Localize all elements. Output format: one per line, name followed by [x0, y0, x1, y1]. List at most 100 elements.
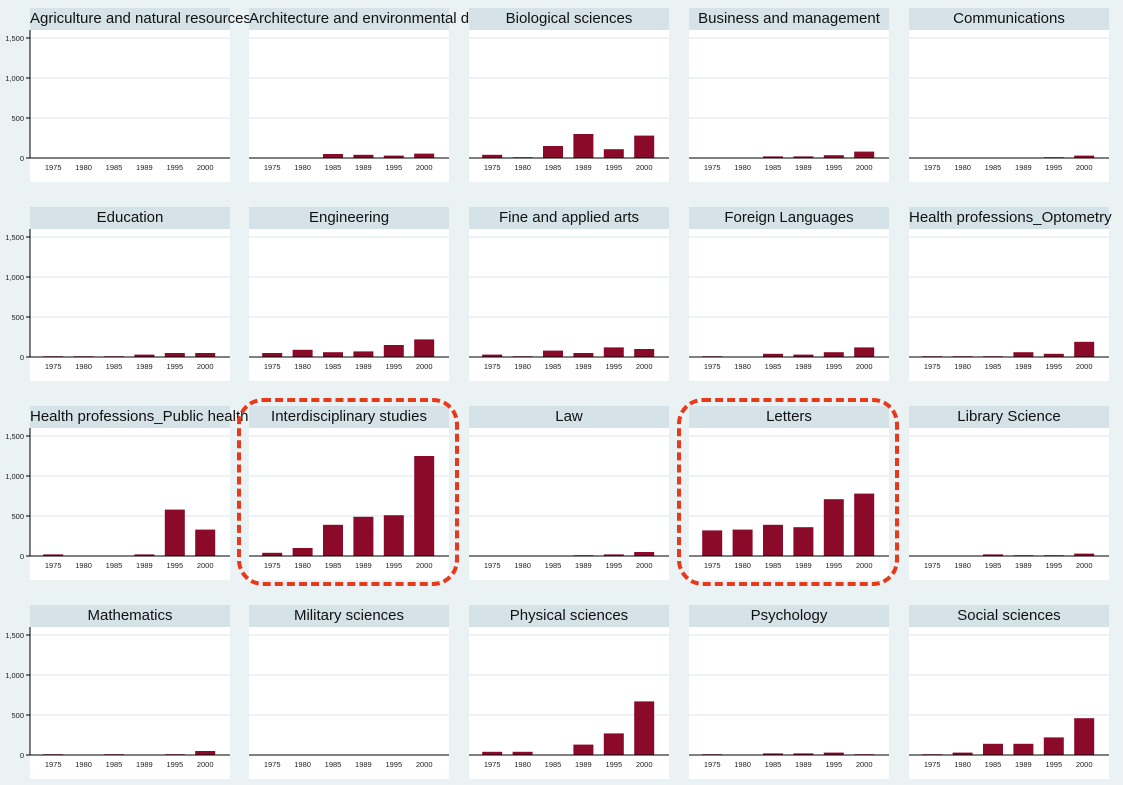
x-tick-label: 1989	[575, 760, 592, 769]
bar	[793, 156, 814, 158]
x-tick-label: 1989	[355, 561, 372, 570]
x-tick-label: 1989	[1015, 561, 1032, 570]
bar	[763, 353, 783, 357]
y-tick-label: 1,500	[5, 432, 24, 441]
chart-panel: Engineering 1975 1980 1985 1989 1995 2000	[249, 207, 449, 381]
panel-title: Fine and applied arts	[469, 207, 669, 229]
x-tick-label: 2000	[1076, 362, 1093, 371]
bar	[823, 352, 844, 357]
panel-plot: 1975 1980 1985 1989 1995 2000	[689, 236, 889, 371]
x-tick-label: 1995	[605, 760, 622, 769]
x-tick-label: 1995	[825, 163, 842, 172]
x-tick-label: 2000	[197, 163, 214, 172]
x-tick-label: 1985	[765, 760, 782, 769]
x-tick-label: 1975	[704, 163, 721, 172]
bar	[763, 753, 783, 755]
bar	[732, 529, 753, 556]
x-tick-label: 1975	[45, 561, 62, 570]
bar	[482, 154, 503, 158]
x-tick-label: 1975	[264, 561, 281, 570]
bar	[603, 554, 624, 556]
bar	[134, 354, 155, 357]
panel-plot: 1975 1980 1985 1989 1995 2000 0 500 1,000 1,500	[5, 30, 230, 172]
x-tick-label: 1985	[545, 760, 562, 769]
x-tick-label: 2000	[636, 163, 653, 172]
panel-plot: 1975 1980 1985 1989 1995 2000 0 500 1,000 1,500	[5, 428, 230, 570]
panel-title: Engineering	[249, 207, 449, 229]
bar	[1043, 353, 1064, 357]
bar	[952, 752, 973, 755]
x-tick-label: 1985	[765, 362, 782, 371]
bar	[323, 524, 343, 556]
x-tick-label: 1980	[514, 760, 531, 769]
x-tick-label: 1985	[545, 163, 562, 172]
bar	[383, 345, 404, 357]
x-tick-label: 1980	[75, 163, 92, 172]
x-tick-label: 1995	[605, 362, 622, 371]
bar	[414, 339, 435, 357]
x-tick-label: 1985	[765, 163, 782, 172]
x-tick-label: 1975	[484, 362, 501, 371]
x-tick-label: 1975	[264, 163, 281, 172]
bar	[543, 350, 563, 357]
bar	[763, 524, 783, 556]
x-tick-label: 1975	[704, 760, 721, 769]
x-tick-label: 1985	[106, 163, 123, 172]
bar	[292, 548, 313, 556]
chart-panel: Law 1975 1980 1985 1989 1995 2000	[469, 406, 669, 580]
panel-plot: 1975 1980 1985 1989 1995 2000	[249, 37, 449, 172]
panel-plot: 1975 1980 1985 1989 1995 2000	[249, 435, 449, 570]
bar	[823, 499, 844, 556]
chart-panel: Foreign Languages 1975 1980 1985 1989 1995 200…	[689, 207, 889, 381]
panel-plot: 1975 1980 1985 1989 1995 2000 0 500 1,000 1,500	[5, 627, 230, 769]
x-tick-label: 1980	[734, 362, 751, 371]
x-tick-label: 1980	[294, 163, 311, 172]
x-tick-label: 1989	[136, 362, 153, 371]
x-tick-label: 2000	[1076, 561, 1093, 570]
x-tick-label: 2000	[856, 362, 873, 371]
x-tick-label: 1989	[136, 163, 153, 172]
x-tick-label: 1989	[355, 362, 372, 371]
x-tick-label: 2000	[197, 561, 214, 570]
x-tick-label: 1985	[985, 561, 1002, 570]
x-tick-label: 1980	[734, 561, 751, 570]
panel-title: Physical sciences	[469, 605, 669, 627]
x-tick-label: 1989	[575, 163, 592, 172]
panel-plot: 1975 1980 1985 1989 1995 2000	[909, 435, 1109, 570]
bar	[573, 353, 594, 357]
y-tick-label: 1,000	[5, 74, 24, 83]
x-tick-label: 1995	[1045, 362, 1062, 371]
bar	[573, 744, 594, 755]
x-tick-label: 2000	[416, 760, 433, 769]
x-tick-label: 2000	[1076, 163, 1093, 172]
x-tick-label: 1995	[825, 362, 842, 371]
x-tick-label: 1989	[355, 760, 372, 769]
bar	[353, 154, 374, 158]
x-tick-label: 2000	[636, 561, 653, 570]
bar	[482, 751, 503, 755]
panel-title: Interdisciplinary studies	[249, 406, 449, 428]
x-tick-label: 2000	[1076, 760, 1093, 769]
panel-plot: 1975 1980 1985 1989 1995 2000	[249, 634, 449, 769]
bar	[854, 347, 875, 357]
x-tick-label: 1975	[704, 362, 721, 371]
chart-panel: Communications 1975 1980 1985 1989 1995 2000	[909, 8, 1109, 182]
panel-plot: 1975 1980 1985 1989 1995 2000	[909, 236, 1109, 371]
chart-panel: Interdisciplinary studies 1975 1980 1985 198…	[249, 406, 449, 580]
x-tick-label: 1980	[514, 362, 531, 371]
bar	[793, 354, 814, 357]
chart-panel: Health professions_Optometry 1975 1980 1985…	[909, 207, 1112, 381]
x-tick-label: 1989	[795, 362, 812, 371]
x-tick-label: 1975	[924, 362, 941, 371]
bar	[414, 456, 435, 556]
chart-panel: Architecture and environmental design 197…	[249, 8, 505, 182]
chart-panel: Social sciences 1975 1980 1985 1989 1995 2000	[909, 605, 1109, 779]
chart-panel: Military sciences 1975 1980 1985 1989 1995 200…	[249, 605, 449, 779]
panel-title: Biological sciences	[469, 8, 669, 30]
bar	[573, 134, 594, 158]
y-tick-label: 500	[11, 512, 24, 521]
x-tick-label: 1985	[765, 561, 782, 570]
bar	[414, 153, 435, 158]
x-tick-label: 1975	[45, 362, 62, 371]
x-tick-label: 1980	[514, 163, 531, 172]
